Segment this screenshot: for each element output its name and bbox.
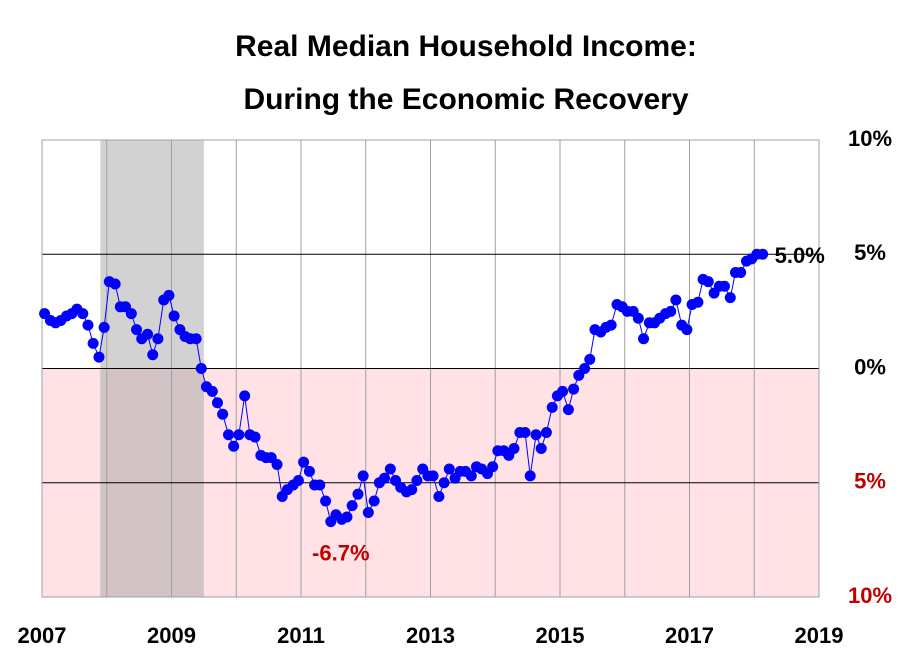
data-point <box>562 404 574 416</box>
data-point <box>524 470 536 482</box>
plot-border <box>41 139 820 598</box>
data-point <box>670 294 682 306</box>
y-tick-label: 5% <box>854 240 886 265</box>
data-point <box>605 319 617 331</box>
data-point <box>352 488 364 500</box>
chart-title: Real Median Household Income: <box>235 30 697 63</box>
data-point <box>579 363 591 374</box>
y-tick-label: 0% <box>854 354 886 379</box>
data-point <box>320 495 332 507</box>
data-point <box>109 278 121 290</box>
data-point <box>125 308 137 320</box>
data-point <box>152 333 164 345</box>
data-point <box>362 506 374 518</box>
data-point <box>228 440 240 452</box>
data-point <box>271 458 283 470</box>
data-point <box>239 390 251 402</box>
data-point <box>346 500 358 512</box>
data-point <box>211 397 223 409</box>
data-point <box>757 248 769 260</box>
data-point <box>249 431 261 443</box>
chart-title: During the Economic Recovery <box>243 83 688 116</box>
data-point <box>465 470 477 482</box>
data-point <box>314 479 326 491</box>
data-point <box>368 495 380 507</box>
data-point <box>168 310 180 322</box>
data-point <box>87 337 99 349</box>
data-point <box>142 328 154 340</box>
x-tick-label: 2009 <box>147 623 196 648</box>
data-point <box>298 456 310 468</box>
data-point <box>438 477 450 489</box>
y-tick-label: 10% <box>848 583 892 608</box>
data-point <box>206 385 218 397</box>
x-tick-label: 2013 <box>406 623 455 648</box>
data-point <box>638 333 650 345</box>
data-point <box>519 426 531 438</box>
data-point <box>190 333 202 345</box>
x-tick-label: 2017 <box>665 623 714 648</box>
data-point <box>303 465 315 477</box>
data-point <box>233 429 245 441</box>
data-point <box>568 383 580 395</box>
annotation: -6.7% <box>312 540 369 565</box>
y-tick-label: 10% <box>848 126 892 151</box>
data-point <box>357 470 369 482</box>
data-point <box>632 312 644 324</box>
data-point <box>546 401 558 413</box>
data-point <box>77 308 89 320</box>
data-point <box>82 319 94 331</box>
data-point <box>433 490 445 502</box>
data-point <box>217 408 229 420</box>
data-point <box>222 429 234 441</box>
data-point <box>681 324 693 336</box>
data-point <box>508 442 520 454</box>
data-point <box>535 442 547 454</box>
x-tick-label: 2015 <box>536 623 585 648</box>
annotation: 5.0% <box>775 243 825 268</box>
data-point <box>147 349 159 361</box>
data-point <box>665 305 677 317</box>
data-point <box>557 385 569 397</box>
data-point <box>195 363 207 374</box>
data-point <box>487 461 499 473</box>
data-point <box>443 463 455 475</box>
data-point <box>131 324 143 336</box>
data-point <box>530 429 542 441</box>
data-point <box>379 472 391 484</box>
data-point <box>384 463 396 475</box>
data-point <box>724 292 736 304</box>
x-tick-label: 2007 <box>18 623 67 648</box>
x-tick-label: 2011 <box>277 623 325 648</box>
data-point <box>163 289 175 301</box>
data-point <box>427 470 439 482</box>
data-point <box>735 267 747 279</box>
data-point <box>692 296 704 308</box>
data-point <box>718 280 730 292</box>
data-point <box>98 321 110 333</box>
data-point <box>292 474 304 486</box>
data-point <box>406 484 418 496</box>
data-point <box>584 353 596 365</box>
x-tick-label: 2019 <box>795 623 844 648</box>
data-point <box>341 511 353 523</box>
data-point <box>702 276 714 288</box>
y-tick-label: 5% <box>854 469 886 494</box>
data-point <box>411 474 423 486</box>
data-point <box>93 351 105 363</box>
data-point <box>540 426 552 438</box>
